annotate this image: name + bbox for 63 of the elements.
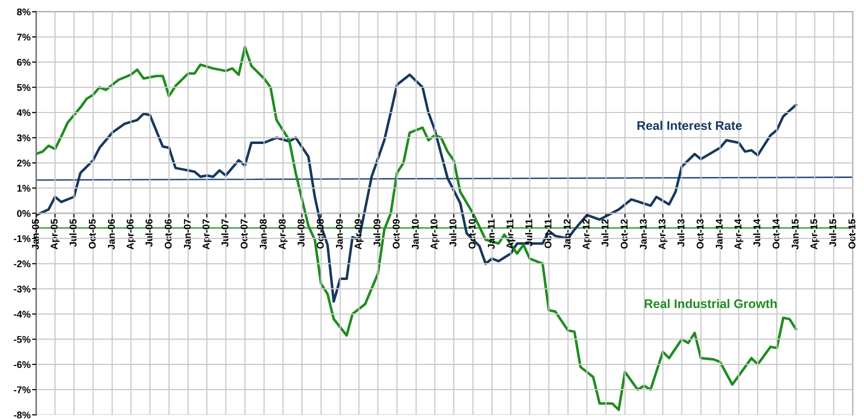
x-tick-label: Jan-10 <box>412 219 419 250</box>
y-tick-label: 2% <box>17 160 30 166</box>
x-tick-label: Oct-09 <box>392 219 400 249</box>
x-tick-label: Oct-13 <box>696 219 704 249</box>
x-tick-label: Jan-13 <box>640 219 647 250</box>
x-tick-label: Jan-07 <box>184 219 191 250</box>
x-tick-label: Jul-12 <box>601 219 608 247</box>
x-tick-label: Jul-15 <box>829 219 836 247</box>
x-tick-label: Jan-14 <box>716 218 723 250</box>
x-tick-label: Oct-06 <box>164 219 172 249</box>
x-tick-label: Oct-12 <box>620 219 628 249</box>
x-tick-label: Oct-14 <box>772 218 780 249</box>
y-tick-label: -5% <box>14 336 30 343</box>
x-tick-label: Apr-14 <box>734 218 744 250</box>
x-tick-label: Apr-06 <box>126 219 136 250</box>
x-tick-label: Apr-13 <box>658 219 668 250</box>
x-tick-label: Jan-08 <box>260 219 267 250</box>
y-tick-label: 0% <box>17 210 30 217</box>
x-tick-label: Jan-12 <box>564 219 571 250</box>
x-tick-label: Apr-15 <box>810 219 820 250</box>
x-tick-label: Jan-15 <box>792 219 799 250</box>
x-tick-label: Apr-09 <box>354 219 364 250</box>
x-tick-label: Oct-10 <box>468 219 476 249</box>
y-tick-label: -3% <box>14 286 30 292</box>
x-tick-label: Jul-14 <box>753 218 760 247</box>
y-tick-label: -2% <box>14 260 30 268</box>
x-tick-label: Oct-11 <box>544 219 552 248</box>
x-tick-label: Jul-07 <box>221 219 228 247</box>
x-tick-label: Oct-07 <box>240 219 248 249</box>
series-label: Real Interest Rate <box>638 120 742 130</box>
y-tick-label: -1% <box>14 235 30 242</box>
x-tick-label: Jul-10 <box>449 219 456 247</box>
x-tick-label: Apr-05 <box>50 219 60 250</box>
y-tick-label: 7% <box>17 34 30 41</box>
x-tick-label: Jul-11 <box>525 219 532 246</box>
y-tick-label: 3% <box>16 134 30 142</box>
x-tick-label: Apr-11 <box>506 219 516 249</box>
y-tick-label: 6% <box>17 58 30 66</box>
y-tick-label: 4% <box>16 109 30 116</box>
y-tick-label: -4% <box>14 310 30 318</box>
x-tick-label: Apr-12 <box>582 219 592 250</box>
x-tick-label: Apr-08 <box>278 219 288 250</box>
x-tick-label: Oct-08 <box>316 219 324 249</box>
x-tick-label: Jan-09 <box>336 219 343 250</box>
x-tick-label: Jul-13 <box>677 219 684 247</box>
x-tick-label: Apr-07 <box>202 219 212 250</box>
x-tick-label: Oct-15 <box>848 219 856 249</box>
x-tick-label: Jul-08 <box>297 219 305 247</box>
y-tick-label: -6% <box>14 361 30 368</box>
y-tick-label: 1% <box>17 184 30 192</box>
x-tick-label: Jan-06 <box>108 219 115 250</box>
x-tick-label: Apr-10 <box>430 219 440 250</box>
y-tick-label: 8% <box>16 8 30 16</box>
y-tick-label: 5% <box>16 84 30 91</box>
x-tick-label: Oct-05 <box>88 219 96 249</box>
x-tick-label: Jan-11 <box>488 219 495 249</box>
y-tick-label: -7% <box>14 386 30 394</box>
x-tick-label: Jul-09 <box>373 219 380 247</box>
x-tick-label: Jul-05 <box>69 219 77 247</box>
y-tick-label: -8% <box>14 412 30 418</box>
x-tick-label: Jul-06 <box>145 219 152 247</box>
x-tick-label: Jan-05 <box>32 219 39 250</box>
series-label: Real Industrial Growth <box>644 298 777 308</box>
